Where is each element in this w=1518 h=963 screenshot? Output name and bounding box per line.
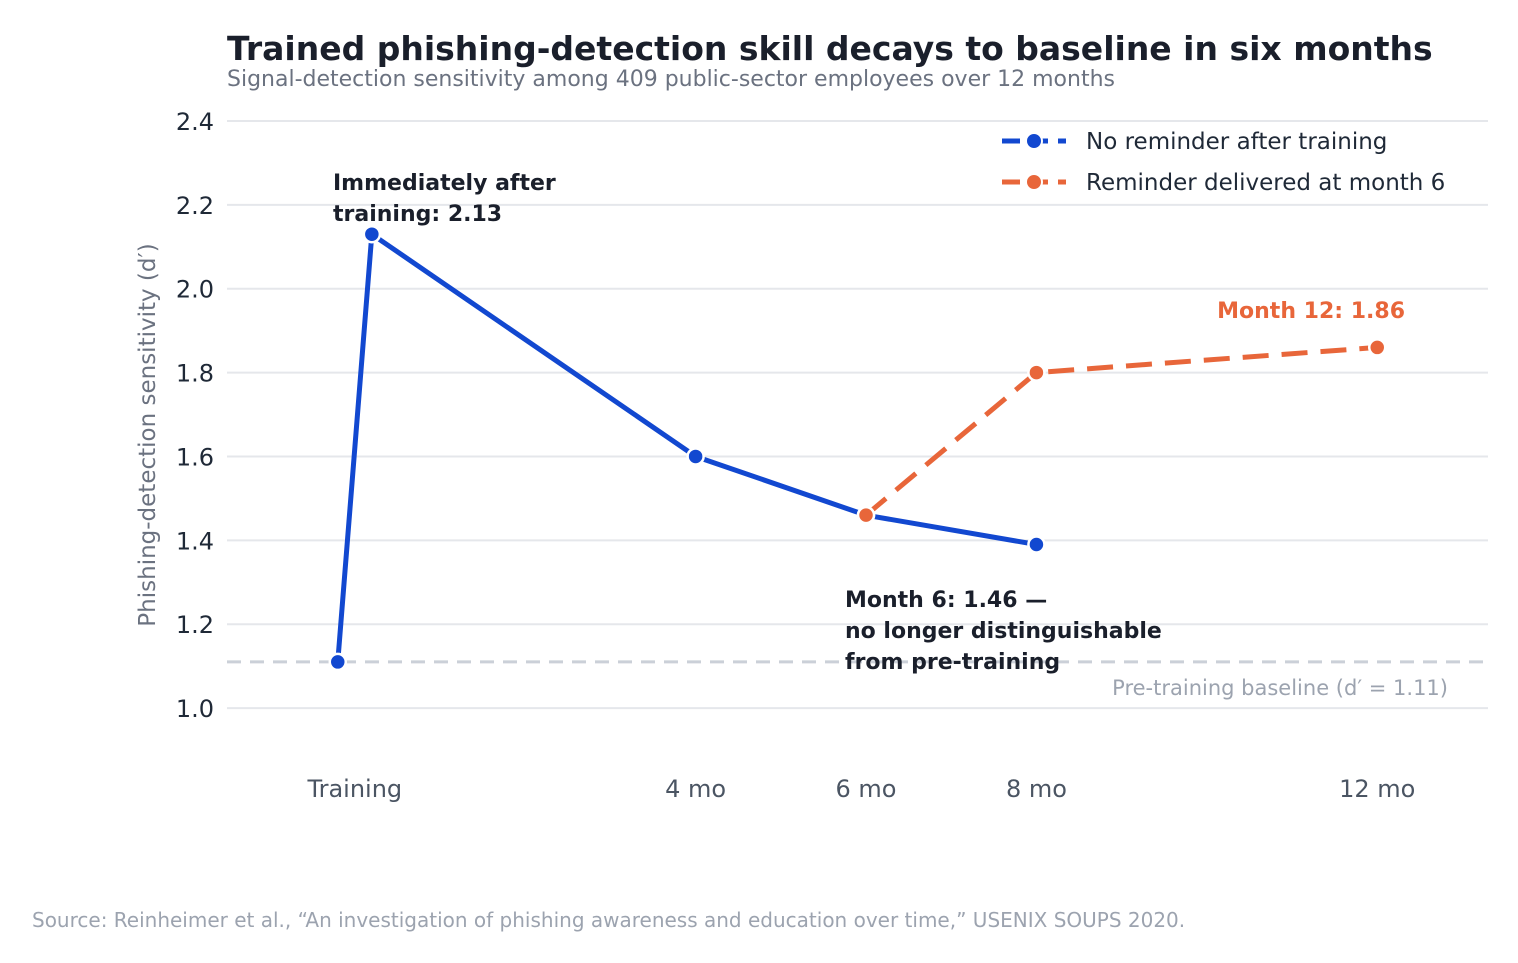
annotation-text: Month 12: 1.86 xyxy=(1217,299,1405,324)
source-note: Source: Reinheimer et al., “An investiga… xyxy=(32,908,1185,932)
legend-swatch-marker xyxy=(1025,132,1043,150)
legend-label: Reminder delivered at month 6 xyxy=(1086,170,1445,196)
data-point xyxy=(362,224,382,244)
x-tick-label: 8 mo xyxy=(1006,775,1067,803)
annotation-text: from pre-training xyxy=(845,650,1060,675)
annotation-text: no longer distinguishable xyxy=(845,619,1162,644)
annotations: Immediately after training: 2.13 Month 6: … xyxy=(333,171,1405,675)
x-axis-ticks: Training 4 mo 6 mo 8 mo 12 mo xyxy=(306,775,1415,803)
y-tick-label: 2.2 xyxy=(176,192,214,220)
annotation-text: training: 2.13 xyxy=(333,202,502,227)
data-point xyxy=(1027,363,1046,382)
chart-subtitle: Signal-detection sensitivity among 409 p… xyxy=(227,67,1115,92)
y-tick-label: 2.0 xyxy=(176,276,214,304)
data-point xyxy=(1367,338,1387,357)
annotation-text: Immediately after xyxy=(333,171,556,196)
grid xyxy=(227,119,1488,710)
data-point xyxy=(1027,535,1046,554)
y-axis-label: Phishing-detection sensitivity (d′) xyxy=(135,243,161,626)
series-group xyxy=(328,224,1387,672)
x-tick-label: 4 mo xyxy=(665,775,726,803)
data-point xyxy=(328,652,348,672)
chart-title: Trained phishing-detection skill decays … xyxy=(227,29,1433,68)
series-line-1 xyxy=(864,344,1378,518)
y-tick-label: 1.4 xyxy=(176,527,214,555)
y-tick-label: 2.4 xyxy=(176,108,214,136)
x-tick-label: 12 mo xyxy=(1339,775,1415,803)
x-tick-label: 6 mo xyxy=(836,775,897,803)
data-point xyxy=(686,447,705,466)
baseline: Pre-training baseline (d′ = 1.11) xyxy=(227,660,1488,700)
legend: No reminder after training Reminder deliv… xyxy=(1002,129,1445,196)
y-axis-ticks: 1.0 1.2 1.4 1.6 1.8 2.0 2.2 2.4 xyxy=(176,108,214,723)
y-tick-label: 1.0 xyxy=(176,695,214,723)
y-tick-label: 1.2 xyxy=(176,611,214,639)
y-tick-label: 1.8 xyxy=(176,360,214,388)
y-tick-label: 1.6 xyxy=(176,443,214,471)
x-tick-label: Training xyxy=(306,775,402,803)
legend-swatch-marker xyxy=(1025,173,1043,191)
data-point xyxy=(856,505,876,525)
baseline-label: Pre-training baseline (d′ = 1.11) xyxy=(1112,676,1448,700)
annotation-text: Month 6: 1.46 — xyxy=(845,588,1047,613)
legend-label: No reminder after training xyxy=(1086,129,1387,155)
